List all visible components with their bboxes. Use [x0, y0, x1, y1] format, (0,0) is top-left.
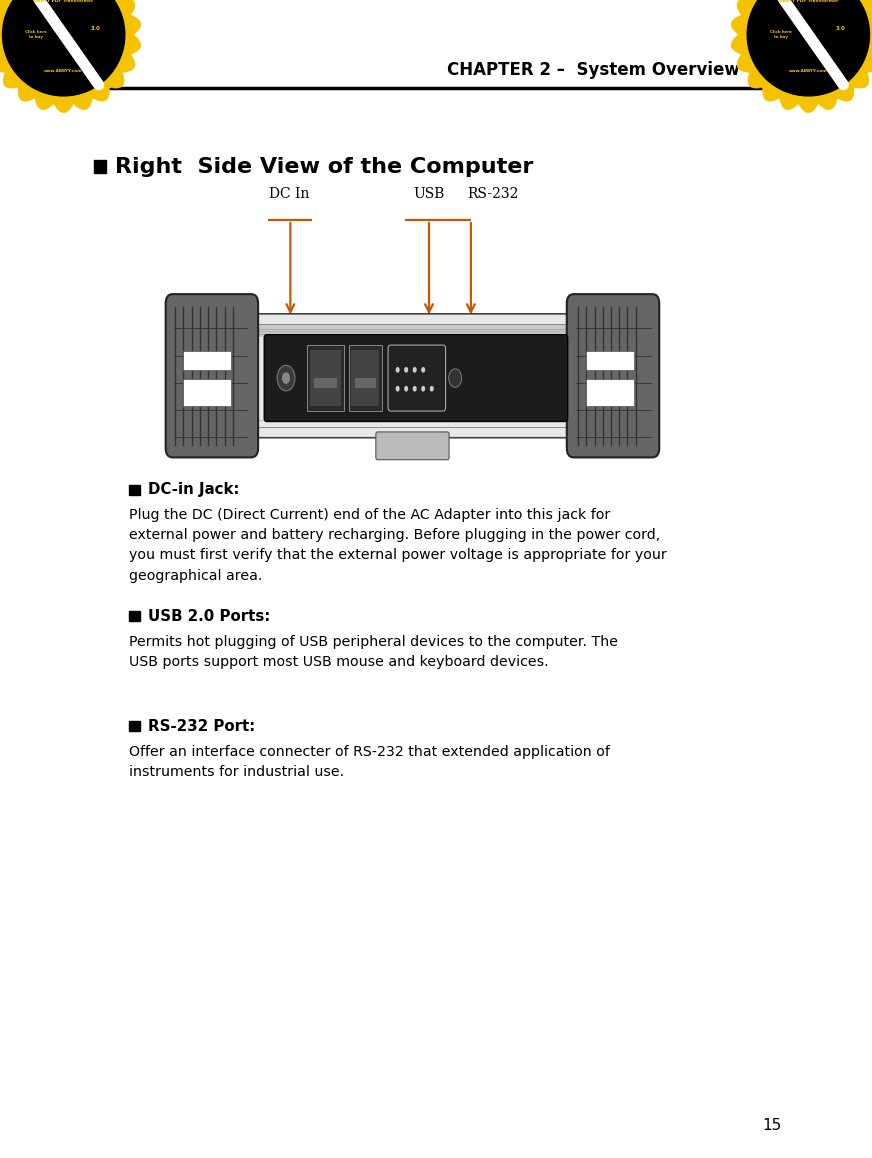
Ellipse shape	[430, 386, 433, 391]
Text: 3.0: 3.0	[91, 27, 100, 31]
Text: DC-in Jack:: DC-in Jack:	[148, 483, 240, 497]
Bar	[255, 331, 569, 420]
Ellipse shape	[412, 386, 417, 391]
Text: Right  Side View of the Computer: Right Side View of the Computer	[115, 156, 534, 177]
Ellipse shape	[396, 367, 399, 373]
Text: DC In: DC In	[269, 188, 310, 201]
FancyBboxPatch shape	[231, 314, 594, 438]
Text: Offer an interface connecter of RS-232 that extended application of
instruments : Offer an interface connecter of RS-232 t…	[129, 745, 610, 778]
Ellipse shape	[404, 367, 408, 373]
Ellipse shape	[449, 368, 461, 387]
Text: Click here
to buy: Click here to buy	[770, 30, 792, 39]
Text: ABBYY PDF Transformer: ABBYY PDF Transformer	[34, 0, 93, 3]
Bar	[307, 345, 344, 411]
Ellipse shape	[421, 386, 426, 391]
Bar	[586, 380, 634, 406]
Bar	[129, 484, 140, 496]
Bar	[349, 345, 382, 411]
Bar	[586, 352, 634, 369]
Bar	[247, 324, 578, 427]
Text: RS-232: RS-232	[467, 188, 518, 201]
Ellipse shape	[421, 367, 426, 373]
FancyBboxPatch shape	[376, 432, 449, 460]
Bar	[242, 324, 582, 337]
Text: 3.0: 3.0	[835, 27, 845, 31]
Text: USB: USB	[413, 188, 445, 201]
Ellipse shape	[3, 0, 125, 96]
Bar	[310, 350, 341, 406]
Ellipse shape	[396, 386, 399, 391]
Ellipse shape	[404, 386, 408, 391]
Bar	[351, 350, 379, 406]
Text: ABBYY PDF Transformer: ABBYY PDF Transformer	[779, 0, 838, 3]
Bar	[129, 611, 140, 621]
Bar	[314, 378, 337, 388]
Ellipse shape	[282, 373, 290, 384]
FancyBboxPatch shape	[264, 335, 568, 422]
Text: 15: 15	[762, 1117, 781, 1133]
Bar	[183, 380, 231, 406]
Ellipse shape	[277, 366, 295, 391]
Bar	[94, 160, 106, 174]
Bar	[355, 378, 376, 388]
FancyBboxPatch shape	[166, 294, 258, 457]
Polygon shape	[0, 0, 140, 112]
FancyBboxPatch shape	[567, 294, 659, 457]
Text: www.ABBYY.com: www.ABBYY.com	[789, 69, 828, 73]
Text: USB 2.0 Ports:: USB 2.0 Ports:	[148, 609, 270, 623]
Text: Permits hot plugging of USB peripheral devices to the computer. The
USB ports su: Permits hot plugging of USB peripheral d…	[129, 635, 618, 668]
Bar	[183, 352, 231, 369]
Text: CHAPTER 2 –  System Overview: CHAPTER 2 – System Overview	[446, 60, 739, 79]
Bar	[129, 720, 140, 732]
Polygon shape	[732, 0, 872, 112]
Ellipse shape	[747, 0, 869, 96]
Text: RS-232 Port:: RS-232 Port:	[148, 719, 255, 733]
FancyBboxPatch shape	[388, 345, 446, 411]
Text: Click here
to buy: Click here to buy	[25, 30, 47, 39]
Ellipse shape	[412, 367, 417, 373]
Text: www.ABBYY.com: www.ABBYY.com	[44, 69, 83, 73]
Text: Plug the DC (Direct Current) end of the AC Adapter into this jack for
external p: Plug the DC (Direct Current) end of the …	[129, 508, 667, 582]
